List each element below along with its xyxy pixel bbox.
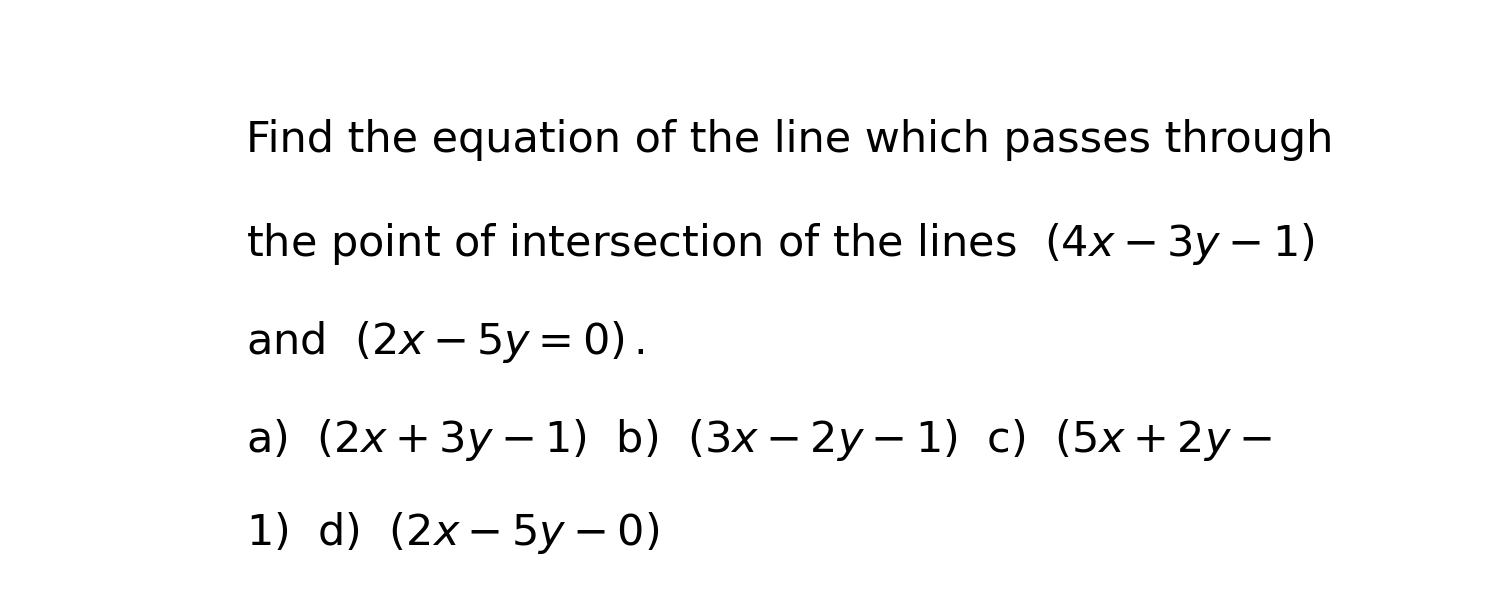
Text: Find the equation of the line which passes through: Find the equation of the line which pass… — [246, 119, 1334, 161]
Text: the point of intersection of the lines  $(4x - 3y - 1)$: the point of intersection of the lines $… — [246, 221, 1314, 268]
Text: $1)$  d)  $(2x - 5y - 0)$: $1)$ d) $(2x - 5y - 0)$ — [246, 510, 658, 556]
Text: a)  $(2x + 3y - 1)$  b)  $(3x - 2y - 1)$  c)  $(5x + 2y -$: a) $(2x + 3y - 1)$ b) $(3x - 2y - 1)$ c)… — [246, 417, 1270, 463]
Text: and  $(2x - 5y = 0)\,.$: and $(2x - 5y = 0)\,.$ — [246, 319, 644, 365]
